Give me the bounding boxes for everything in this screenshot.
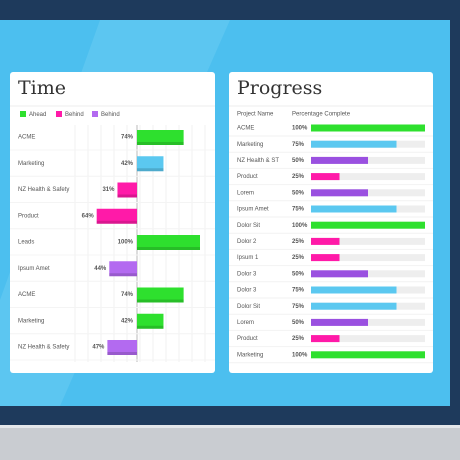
- bar-track: [311, 335, 425, 343]
- bar: [311, 189, 368, 197]
- row-label: Dolor 2: [237, 239, 257, 245]
- bar: [137, 313, 164, 329]
- value-label: 31%: [102, 187, 115, 193]
- bar-shade: [96, 220, 137, 224]
- value-label: 25%: [292, 336, 305, 342]
- value-label: 42%: [121, 318, 134, 324]
- row-label: Dolor Sit: [237, 304, 260, 310]
- row-label: Marketing: [237, 352, 263, 358]
- value-label: 25%: [292, 255, 305, 261]
- row-label: Marketing: [237, 142, 263, 148]
- row-label: Lorem: [237, 320, 254, 326]
- row-label: ACME: [18, 292, 35, 298]
- bar: [311, 205, 397, 213]
- value-label: 50%: [292, 320, 305, 326]
- bar: [311, 237, 340, 245]
- value-label: 100%: [292, 352, 308, 358]
- time-title: Time: [18, 77, 66, 99]
- progress-title: Progress: [237, 77, 322, 99]
- value-label: 75%: [292, 304, 305, 310]
- row-label: Marketing: [18, 318, 44, 324]
- row-label: Product: [237, 174, 258, 180]
- legend-label: Ahead: [29, 112, 46, 118]
- row-label: Product: [237, 336, 258, 342]
- bar: [96, 208, 137, 224]
- value-label: 25%: [292, 174, 305, 180]
- bar: [311, 221, 425, 229]
- bar: [311, 318, 368, 326]
- bar-shade: [109, 273, 137, 277]
- row-label: NZ Health & Safety: [18, 187, 69, 193]
- row-label: Leads: [18, 240, 34, 246]
- row-label: NZ Health & ST: [237, 158, 279, 164]
- bar: [311, 254, 340, 262]
- bar: [311, 270, 368, 278]
- value-label: 74%: [121, 292, 134, 298]
- bar-shade: [137, 142, 184, 145]
- bar: [311, 302, 397, 310]
- column-header: Project Name: [237, 112, 274, 118]
- bar-shade: [117, 194, 137, 198]
- row-label: NZ Health & Safety: [18, 345, 69, 351]
- bar: [137, 130, 184, 145]
- value-label: 50%: [292, 158, 305, 164]
- row-label: ACME: [18, 135, 35, 141]
- column-header: Percentage Complete: [292, 112, 351, 118]
- value-label: 25%: [292, 239, 305, 245]
- bar-shade: [137, 247, 200, 250]
- bar-shade: [107, 352, 137, 355]
- value-label: 47%: [92, 345, 105, 351]
- value-label: 44%: [94, 266, 107, 272]
- bar: [107, 340, 137, 355]
- bar: [137, 287, 184, 303]
- legend-label: Behind: [65, 112, 84, 118]
- row-label: Ipsum Amet: [237, 207, 269, 213]
- bar: [311, 124, 425, 132]
- value-label: 75%: [292, 142, 305, 148]
- bar: [137, 156, 164, 172]
- base-edge: [0, 425, 460, 428]
- row-label: ACME: [237, 126, 254, 132]
- value-label: 50%: [292, 271, 305, 277]
- laptop-base: [0, 425, 460, 460]
- bar-track: [311, 254, 425, 262]
- bar-shade: [137, 299, 184, 303]
- value-label: 75%: [292, 207, 305, 213]
- bar: [311, 156, 368, 164]
- legend-swatch: [92, 111, 98, 117]
- bar-track: [311, 237, 425, 245]
- bar: [311, 140, 397, 148]
- value-label: 64%: [82, 213, 95, 219]
- value-label: 74%: [121, 135, 134, 141]
- value-label: 100%: [292, 126, 308, 132]
- row-label: Marketing: [18, 161, 44, 167]
- legend-swatch: [20, 111, 26, 117]
- row-label: Lorem: [237, 190, 254, 196]
- row-label: Ipsum Amet: [18, 266, 50, 272]
- row-label: Dolor 3: [237, 271, 257, 277]
- bar: [311, 351, 425, 359]
- bar-shade: [137, 325, 164, 329]
- legend-label: Behind: [101, 112, 120, 118]
- row-label: Dolor Sit: [237, 223, 260, 229]
- legend-swatch: [56, 111, 62, 117]
- bar: [137, 235, 200, 250]
- row-label: Product: [18, 213, 39, 219]
- bar-shade: [137, 168, 164, 172]
- bar-track: [311, 173, 425, 181]
- value-label: 50%: [292, 190, 305, 196]
- bar: [311, 335, 340, 343]
- bar: [109, 261, 137, 277]
- value-label: 100%: [118, 240, 134, 246]
- row-label: Dolor 3: [237, 288, 257, 294]
- bar: [117, 182, 137, 198]
- value-label: 100%: [292, 223, 308, 229]
- bar: [311, 286, 397, 294]
- bar: [311, 173, 340, 181]
- row-label: Ipsum 1: [237, 255, 259, 261]
- value-label: 75%: [292, 288, 305, 294]
- value-label: 42%: [121, 161, 134, 167]
